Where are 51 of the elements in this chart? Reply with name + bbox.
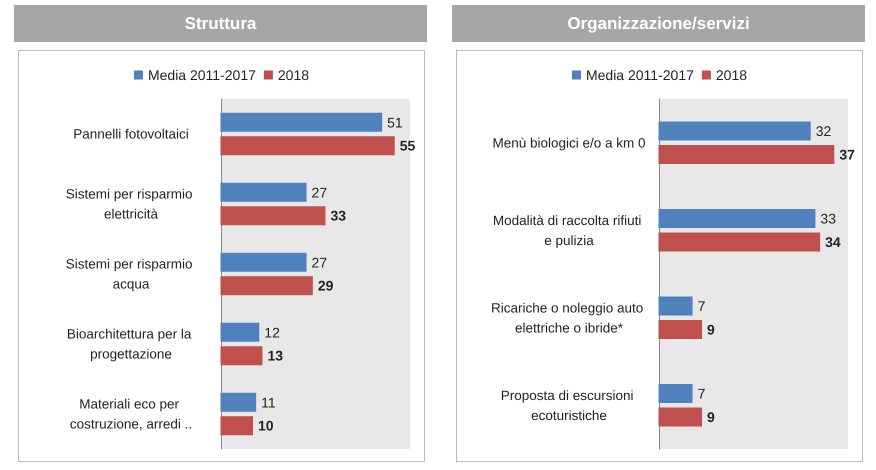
data-label: 37 (839, 146, 856, 162)
y-tick-label: Bioarchitettura per la progettazione (66, 326, 196, 362)
legend-label: 2018 (278, 67, 310, 83)
bar (658, 384, 693, 404)
bar (658, 209, 816, 228)
y-tick-label: Ricariche o noleggio auto elettriche o ibride* (490, 300, 648, 336)
legend-label: Media 2011-2017 (586, 67, 694, 83)
bar (658, 407, 702, 426)
data-label: 9 (707, 321, 716, 338)
data-label: 55 (400, 138, 416, 154)
chart-title: Organizzazione/servizi (452, 5, 865, 42)
y-tick-label: Modalità di raccolta rifiuti e pulizia (492, 212, 646, 248)
bar (658, 144, 834, 164)
y-tick-label: Materiali eco per costruzione, arredi .. (70, 396, 192, 432)
bar (658, 320, 702, 339)
data-label: 34 (825, 234, 841, 250)
data-label: 12 (264, 324, 280, 340)
data-label: 7 (698, 298, 706, 314)
data-label: 7 (698, 386, 706, 402)
data-label: 27 (312, 184, 328, 200)
bar (220, 276, 313, 296)
data-label: 9 (707, 408, 716, 425)
bar (220, 322, 260, 342)
data-label: 27 (312, 254, 328, 270)
data-label: 10 (258, 418, 274, 434)
legend-label: 2018 (716, 67, 748, 83)
bar (658, 296, 693, 316)
data-label: 29 (318, 278, 334, 294)
data-label: 51 (387, 114, 403, 130)
bar (220, 346, 262, 366)
bar (220, 416, 253, 436)
data-label: 33 (330, 208, 346, 224)
y-tick-label: Sistemi per risparmio acqua (66, 256, 196, 292)
data-label: 11 (261, 394, 276, 410)
y-tick-label: Menù biologici e/o a km 0 (492, 135, 646, 150)
bar (220, 182, 307, 202)
bar (220, 206, 326, 226)
y-tick-label: Pannelli fotovoltaici (73, 126, 189, 142)
bar (658, 232, 820, 252)
y-tick-label: Proposta di escursioni ecoturistiche (500, 388, 638, 423)
data-label: 13 (267, 348, 284, 364)
data-label: 32 (816, 123, 832, 140)
bar (220, 136, 395, 156)
legend-label: Media 2011-2017 (148, 67, 256, 83)
bar (220, 252, 307, 272)
chart-title: Struttura (14, 5, 427, 42)
bar (658, 122, 811, 141)
data-label: 33 (820, 210, 836, 227)
bar (220, 112, 382, 132)
bar (220, 392, 256, 412)
y-tick-label: Sistemi per risparmio elettricità (66, 186, 196, 222)
